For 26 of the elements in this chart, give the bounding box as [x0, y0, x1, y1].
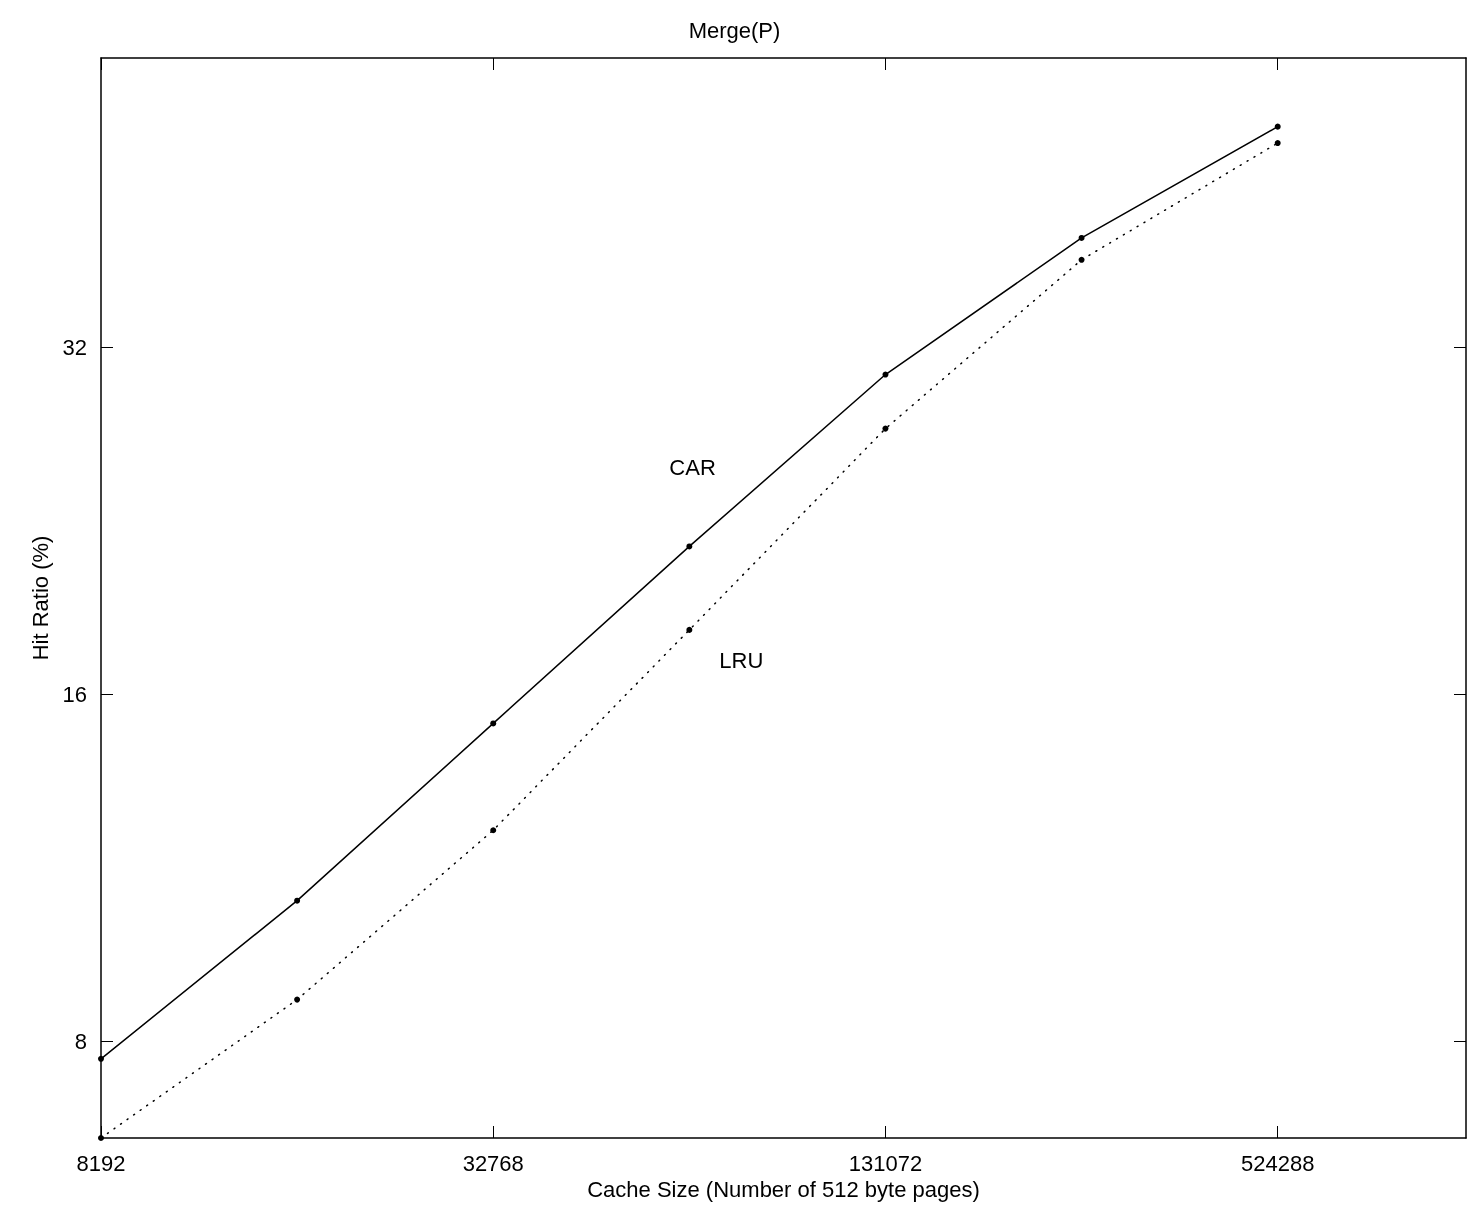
point — [294, 996, 301, 1003]
point — [98, 1055, 104, 1062]
point — [882, 371, 889, 378]
point — [686, 543, 693, 550]
point — [1274, 140, 1281, 147]
series-label: LRU — [719, 648, 764, 674]
y-tick-label: 8 — [74, 1029, 87, 1055]
x-axis-title: Cache Size (Number of 512 byte pages) — [587, 1177, 980, 1203]
x-tick-label: 131072 — [848, 1150, 923, 1176]
point — [882, 425, 889, 432]
point — [1078, 256, 1085, 263]
chart-title: Merge(P) — [688, 17, 781, 43]
point — [490, 827, 497, 834]
y-tick-label: 32 — [62, 334, 87, 360]
point — [490, 720, 497, 727]
point — [1274, 123, 1281, 130]
x-tick-label: 524288 — [1240, 1150, 1315, 1176]
point — [1078, 234, 1085, 241]
y-axis-title: Hit Ratio (%) — [27, 535, 53, 661]
point — [294, 897, 301, 904]
x-tick-label: 8192 — [76, 1150, 126, 1176]
point — [98, 1135, 104, 1141]
x-tick-label: 32768 — [462, 1150, 524, 1176]
series-label: CAR — [669, 454, 716, 480]
y-tick-label: 16 — [62, 681, 87, 707]
point — [686, 626, 693, 633]
